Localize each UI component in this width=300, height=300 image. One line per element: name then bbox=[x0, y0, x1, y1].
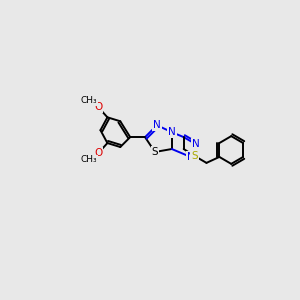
Text: N: N bbox=[192, 139, 200, 149]
Text: N: N bbox=[153, 120, 161, 130]
Text: N: N bbox=[168, 127, 176, 137]
Text: N: N bbox=[187, 152, 194, 162]
Text: O: O bbox=[94, 102, 103, 112]
Text: S: S bbox=[191, 151, 198, 161]
Text: CH₃: CH₃ bbox=[80, 155, 97, 164]
Text: O: O bbox=[94, 148, 103, 158]
Text: S: S bbox=[152, 147, 158, 157]
Text: CH₃: CH₃ bbox=[80, 96, 97, 105]
